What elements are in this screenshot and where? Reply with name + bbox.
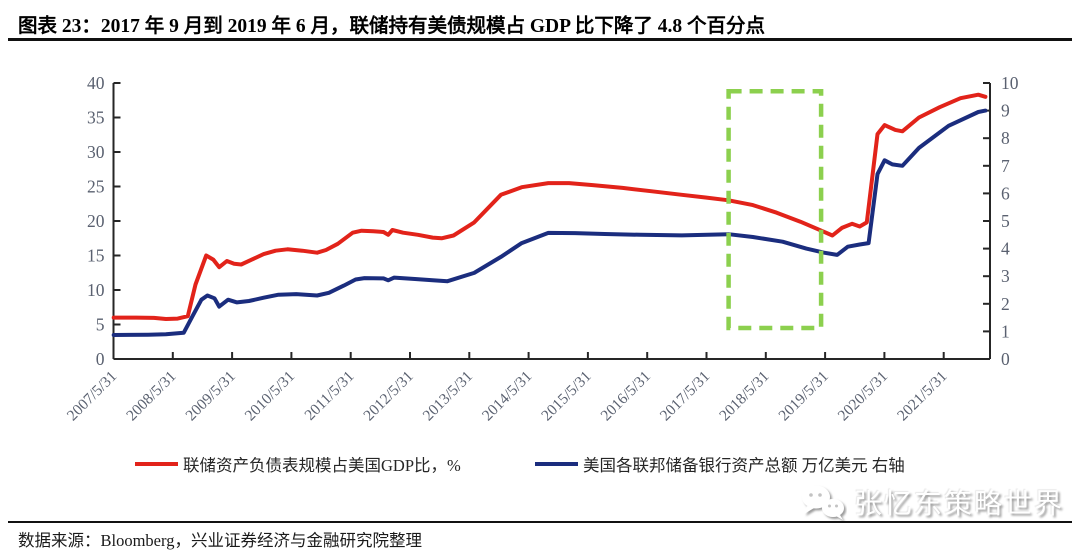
left-axis-tick-label: 0 bbox=[96, 349, 105, 369]
legend-label: 美国各联邦储备银行资产总额 万亿美元 右轴 bbox=[583, 456, 905, 475]
x-axis-tick-label: 2007/5/31 bbox=[64, 368, 120, 424]
x-axis-tick-label: 2010/5/31 bbox=[242, 368, 298, 424]
left-axis-tick-label: 25 bbox=[87, 177, 105, 197]
x-axis-tick-label: 2013/5/31 bbox=[420, 368, 476, 424]
right-axis-tick-label: 0 bbox=[1001, 349, 1010, 369]
x-axis-tick-label: 2021/5/31 bbox=[894, 368, 950, 424]
watermark: 张忆东策略世界 bbox=[799, 482, 1064, 522]
figure-header: 图表 23：2017 年 9 月到 2019 年 6 月，联储持有美债规模占 G… bbox=[8, 0, 1072, 41]
x-axis-tick-label: 2015/5/31 bbox=[538, 368, 594, 424]
right-axis-tick-label: 1 bbox=[1001, 321, 1010, 341]
right-axis-tick-label: 6 bbox=[1001, 183, 1010, 203]
red-line-swatch bbox=[135, 462, 178, 466]
x-axis-tick-label: 2018/5/31 bbox=[716, 368, 772, 424]
right-axis-tick-label: 9 bbox=[1001, 101, 1010, 121]
left-axis-tick-label: 5 bbox=[96, 315, 105, 335]
watermark-text: 张忆东策略世界 bbox=[853, 489, 1064, 520]
x-axis-tick-label: 2014/5/31 bbox=[479, 368, 535, 424]
left-axis-tick-label: 10 bbox=[87, 280, 105, 300]
highlight-box bbox=[726, 89, 824, 331]
x-axis-tick-label: 2019/5/31 bbox=[775, 368, 831, 424]
right-axis-tick-label: 8 bbox=[1001, 128, 1010, 148]
x-axis-tick-label: 2017/5/31 bbox=[657, 368, 713, 424]
left-axis-tick-label: 20 bbox=[87, 211, 105, 231]
chart-legend: 联储资产负债表规模占美国GDP比，% 美国各联邦储备银行资产总额 万亿美元 右轴 bbox=[0, 451, 1080, 477]
right-axis-tick-label: 4 bbox=[1001, 239, 1010, 259]
right-axis-tick-label: 3 bbox=[1001, 266, 1010, 286]
blue-series-line bbox=[111, 108, 988, 337]
left-axis-tick-label: 35 bbox=[87, 108, 105, 128]
source-note: 数据来源：Bloomberg，兴业证券经济与金融研究院整理 bbox=[18, 531, 422, 550]
wechat-icon bbox=[801, 485, 844, 520]
x-axis-tick-label: 2012/5/31 bbox=[360, 368, 416, 424]
x-axis-tick-label: 2020/5/31 bbox=[835, 368, 891, 424]
right-axis-tick-label: 2 bbox=[1001, 294, 1010, 314]
footer-divider bbox=[8, 521, 1072, 523]
x-axis-tick-label: 2009/5/31 bbox=[182, 368, 238, 424]
left-axis-tick-label: 40 bbox=[87, 73, 105, 93]
x-axis-tick-label: 2016/5/31 bbox=[598, 368, 654, 424]
legend-item-fed-gdp-ratio: 联储资产负债表规模占美国GDP比，% bbox=[135, 451, 461, 477]
blue-line-swatch bbox=[535, 462, 578, 466]
left-axis-tick-label: 15 bbox=[87, 246, 105, 266]
figure-title: 图表 23：2017 年 9 月到 2019 年 6 月，联储持有美债规模占 G… bbox=[18, 16, 765, 37]
left-axis-tick-label: 30 bbox=[87, 142, 105, 162]
legend-label: 联储资产负债表规模占美国GDP比，% bbox=[183, 456, 461, 475]
x-axis-tick-label: 2011/5/31 bbox=[301, 368, 357, 424]
legend-item-fed-total-assets: 美国各联邦储备银行资产总额 万亿美元 右轴 bbox=[535, 451, 905, 477]
right-axis-tick-label: 10 bbox=[1001, 73, 1019, 93]
right-axis-tick-label: 7 bbox=[1001, 156, 1010, 176]
x-axis-tick-label: 2008/5/31 bbox=[123, 368, 179, 424]
right-axis-tick-label: 5 bbox=[1001, 211, 1010, 231]
red-series-line bbox=[111, 92, 988, 321]
